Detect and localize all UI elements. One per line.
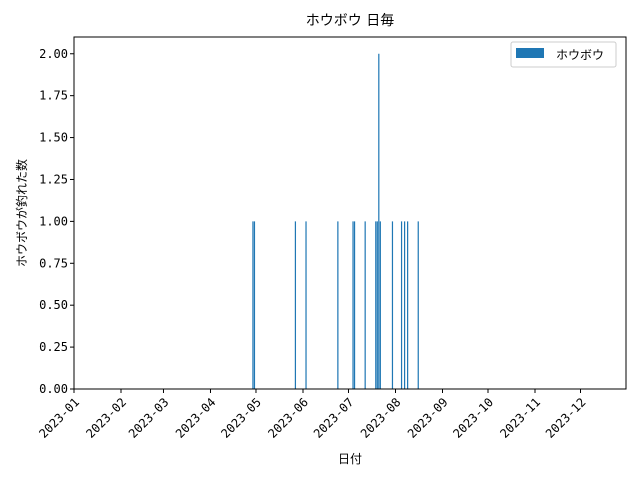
bar — [379, 221, 381, 389]
x-tick-label: 2023-05 — [218, 395, 264, 441]
bar — [375, 221, 377, 389]
bar — [364, 221, 366, 389]
plot-frame — [73, 36, 627, 390]
x-tick-label: 2023-10 — [450, 395, 496, 441]
x-tick-label: 2023-07 — [311, 395, 357, 441]
y-tick-label: 0.75 — [39, 256, 68, 270]
bar — [252, 221, 254, 389]
bar — [376, 221, 378, 389]
x-tick-label: 2023-11 — [497, 395, 543, 441]
bar — [337, 221, 339, 389]
plot-background — [74, 37, 626, 389]
x-tick-label: 2023-03 — [126, 395, 172, 441]
y-tick-label: 0.50 — [39, 298, 68, 312]
chart-title: ホウボウ 日毎 — [306, 13, 394, 29]
legend: ホウボウ — [510, 41, 617, 68]
y-tick-label: 2.00 — [39, 47, 68, 61]
y-axis-label: ホウボウが釣れた数 — [14, 159, 29, 267]
x-tick-label: 2023-04 — [173, 395, 219, 441]
bar — [352, 221, 354, 389]
x-tick-label: 2023-06 — [265, 395, 311, 441]
x-tick-label: 2023-09 — [405, 395, 451, 441]
bar — [253, 221, 256, 389]
x-tick-label: 2023-12 — [543, 395, 589, 441]
y-tick-label: 1.25 — [39, 172, 68, 186]
bar — [353, 221, 356, 389]
bar — [294, 221, 297, 389]
axes — [73, 36, 627, 390]
x-tick-label: 2023-08 — [358, 395, 404, 441]
bar — [391, 221, 394, 389]
x-tick-label: 2023-02 — [83, 395, 129, 441]
y-tick-label: 1.00 — [39, 214, 68, 228]
bar — [305, 221, 307, 389]
bar — [417, 221, 419, 389]
y-tick-label: 1.50 — [39, 131, 68, 145]
plot-area — [74, 37, 626, 389]
y-tick-label: 0.00 — [39, 382, 68, 396]
bar — [407, 221, 409, 389]
y-tick-label: 1.75 — [39, 89, 68, 103]
x-axis-label: 日付 — [338, 452, 362, 466]
bar — [403, 221, 406, 389]
bar — [400, 221, 403, 389]
bar — [378, 53, 380, 390]
x-tick-label: 2023-01 — [36, 395, 82, 441]
y-axis-ticks: 0.00 0.25 0.50 0.75 1.00 1.25 1.50 1.75 2.00 — [39, 47, 74, 396]
legend-label: ホウボウ — [556, 48, 604, 62]
bar-series — [252, 53, 419, 390]
y-tick-label: 0.25 — [39, 340, 68, 354]
legend-swatch — [516, 48, 544, 58]
